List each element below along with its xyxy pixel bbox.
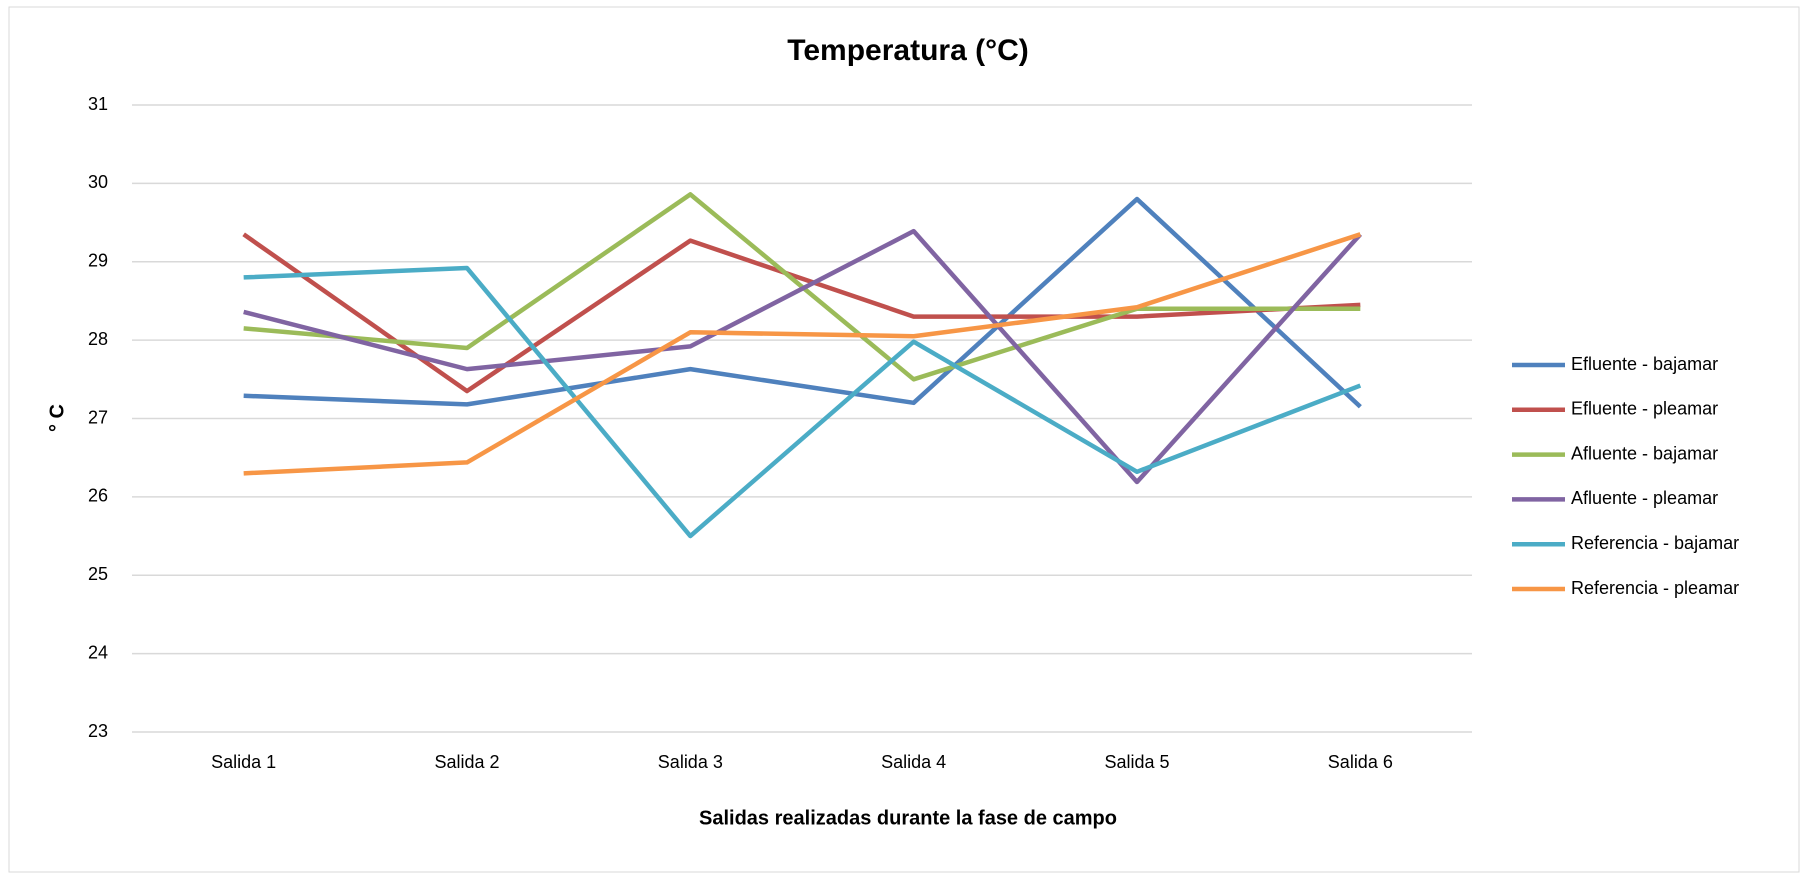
series-line: [243, 228, 1363, 485]
legend-label: Referencia - pleamar: [1571, 578, 1739, 598]
x-tick-label: Salida 4: [881, 752, 946, 772]
x-tick-label: Salida 1: [211, 752, 276, 772]
y-tick-label: 27: [88, 407, 108, 427]
chart-border: [8, 6, 1800, 873]
series-line: [243, 265, 1362, 539]
y-tick-label: 25: [88, 564, 108, 584]
x-tick-label: Salida 5: [1104, 752, 1169, 772]
y-tick-label: 26: [88, 486, 108, 506]
legend-label: Referencia - bajamar: [1571, 533, 1739, 553]
y-tick-label: 24: [88, 642, 108, 662]
x-axis-title: Salidas realizadas durante la fase de ca…: [699, 807, 1117, 829]
y-tick-label: 30: [88, 172, 108, 192]
x-tick-label: Salida 3: [658, 752, 723, 772]
x-tick-label: Salida 6: [1328, 752, 1393, 772]
y-tick-label: 31: [88, 94, 108, 114]
series-line: [243, 232, 1362, 476]
y-tick-label: 28: [88, 329, 108, 349]
y-tick-label: 29: [88, 251, 108, 271]
legend-label: Afluente - bajamar: [1571, 443, 1718, 463]
chart-title: Temperatura (°C): [787, 34, 1028, 67]
y-axis-title: ° C: [46, 404, 68, 432]
legend-label: Efluente - pleamar: [1571, 399, 1718, 419]
series-line: [243, 196, 1362, 409]
legend-label: Efluente - bajamar: [1571, 354, 1718, 374]
series-line: [242, 232, 1361, 394]
x-tick-label: Salida 2: [434, 752, 499, 772]
legend-label: Afluente - pleamar: [1571, 488, 1718, 508]
y-tick-label: 23: [88, 721, 108, 741]
